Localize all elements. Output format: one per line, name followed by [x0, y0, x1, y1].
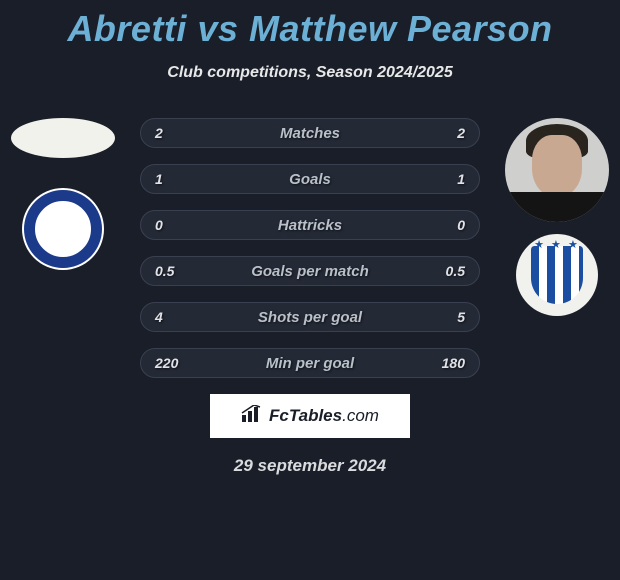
watermark-suffix: .com [342, 406, 379, 425]
stat-row: 0.5 Goals per match 0.5 [140, 256, 480, 286]
stat-bars: 2 Matches 2 1 Goals 1 0 Hattricks 0 0.5 … [140, 118, 480, 378]
stat-label: Shots per goal [141, 309, 479, 326]
watermark-box: FcTables.com [210, 394, 410, 438]
huddersfield-icon [531, 246, 583, 304]
stars-icon: ★ ★ ★ [516, 238, 598, 251]
watermark-text: FcTables.com [269, 406, 379, 426]
stat-left-value: 0.5 [155, 263, 174, 279]
stat-right-value: 1 [457, 171, 465, 187]
stat-left-value: 1 [155, 171, 163, 187]
player-right-avatar [505, 118, 609, 222]
chart-icon [241, 405, 263, 428]
page-title: Abretti vs Matthew Pearson [0, 0, 620, 50]
stat-label: Goals [141, 171, 479, 188]
stat-right-value: 0 [457, 217, 465, 233]
stat-label: Hattricks [141, 217, 479, 234]
stat-row: 2 Matches 2 [140, 118, 480, 148]
stat-row: 4 Shots per goal 5 [140, 302, 480, 332]
stat-label: Matches [141, 125, 479, 142]
stat-left-value: 0 [155, 217, 163, 233]
date-text: 29 september 2024 [0, 456, 620, 476]
watermark-brand: FcTables [269, 406, 342, 425]
stat-right-value: 0.5 [446, 263, 465, 279]
stat-row: 1 Goals 1 [140, 164, 480, 194]
comparison-content: ★ ★ ★ 2 Matches 2 1 Goals 1 0 Hattricks … [0, 118, 620, 476]
player-left-avatar [11, 118, 115, 158]
stat-left-value: 4 [155, 309, 163, 325]
stat-row: 0 Hattricks 0 [140, 210, 480, 240]
left-column [8, 118, 118, 270]
club-left-badge [22, 188, 104, 270]
right-column: ★ ★ ★ [502, 118, 612, 316]
stat-right-value: 180 [442, 355, 465, 371]
subtitle: Club competitions, Season 2024/2025 [0, 64, 620, 82]
stat-row: 220 Min per goal 180 [140, 348, 480, 378]
reading-fc-icon [24, 190, 102, 268]
stat-label: Min per goal [141, 355, 479, 372]
stat-left-value: 2 [155, 125, 163, 141]
stat-right-value: 2 [457, 125, 465, 141]
club-right-badge: ★ ★ ★ [516, 234, 598, 316]
stat-right-value: 5 [457, 309, 465, 325]
stat-label: Goals per match [141, 263, 479, 280]
stat-left-value: 220 [155, 355, 178, 371]
